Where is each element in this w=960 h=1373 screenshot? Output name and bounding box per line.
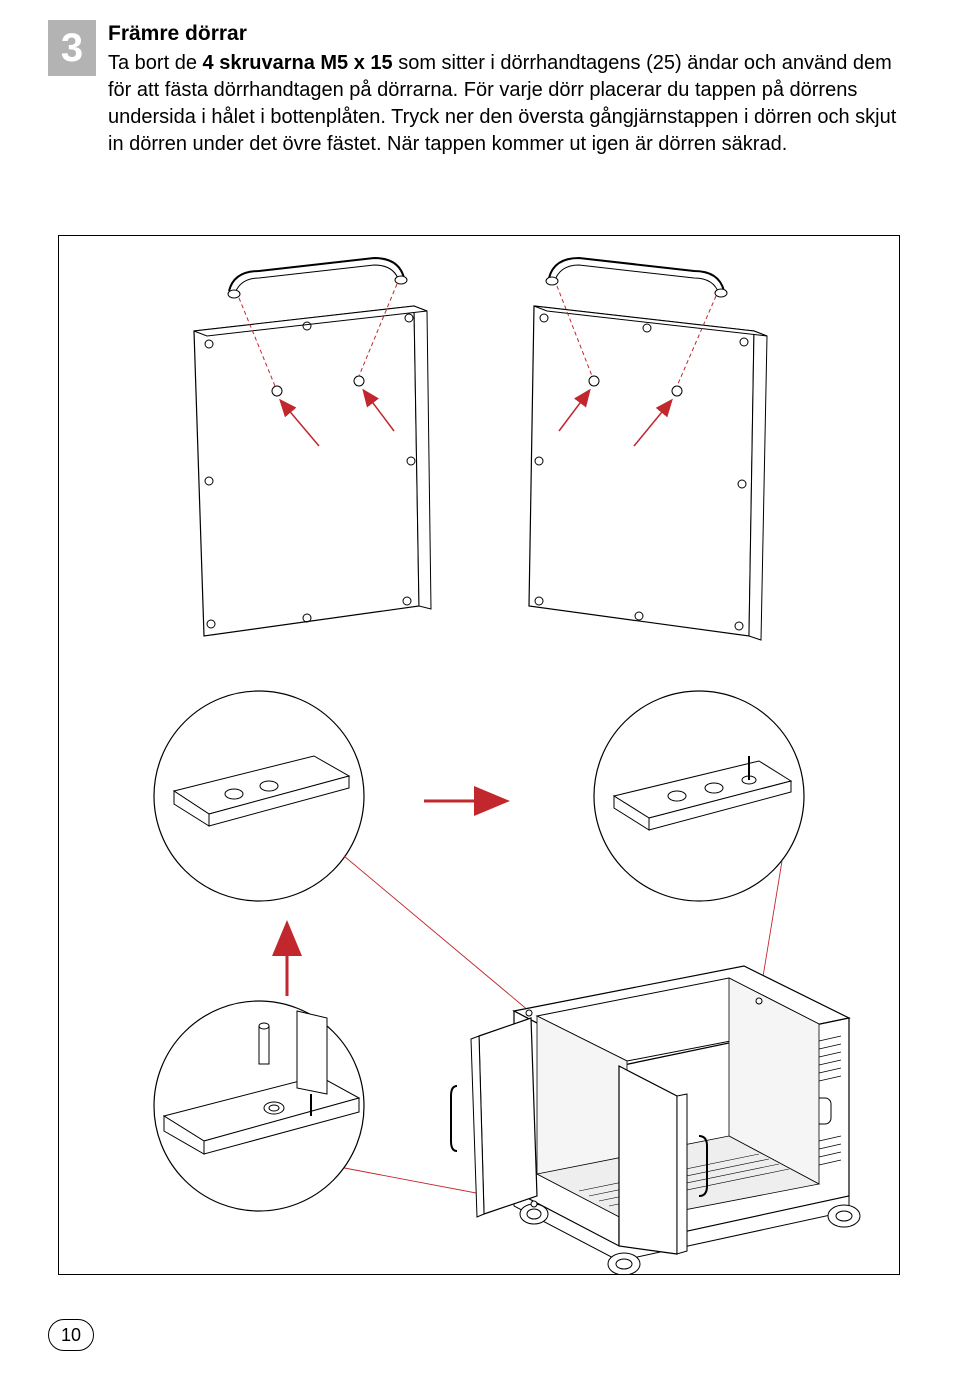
detail-bottom-left (154, 1001, 364, 1211)
step-number: 3 (61, 26, 83, 71)
step-heading: Främre dörrar (108, 20, 898, 48)
cabinet-assembly (451, 966, 860, 1274)
page-number-badge: 10 (48, 1319, 94, 1351)
instruction-text: Främre dörrar Ta bort de 4 skruvarna M5 … (108, 20, 898, 158)
left-door-panel (194, 258, 431, 636)
detail-top-right (594, 691, 804, 901)
callout-line (344, 856, 529, 1011)
assembly-diagram (58, 235, 900, 1275)
step-number-badge: 3 (48, 20, 96, 76)
detail-top-left (154, 691, 364, 901)
step-body: Ta bort de 4 skruvarna M5 x 15 som sitte… (108, 50, 898, 158)
page-number: 10 (61, 1325, 81, 1346)
right-door-panel (529, 258, 767, 640)
diagram-svg (59, 236, 899, 1274)
